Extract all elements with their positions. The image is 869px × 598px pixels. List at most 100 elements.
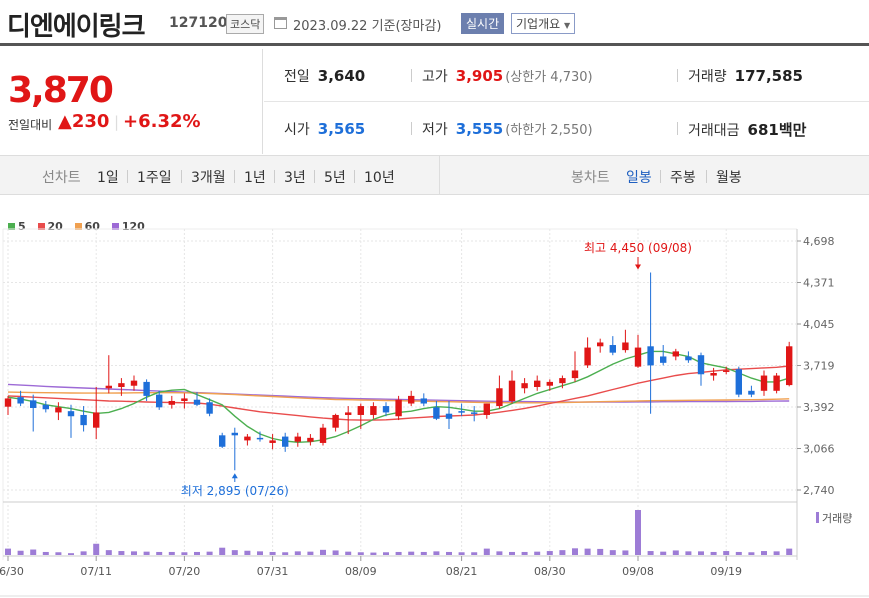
candle-body	[206, 402, 213, 414]
stat-prev-label: 전일	[284, 69, 310, 85]
candle-monthly[interactable]: 월봉	[716, 170, 742, 186]
candle-body	[345, 412, 352, 415]
candle-body	[408, 395, 415, 404]
x-tick-label: 07/20	[169, 565, 201, 578]
legend-swatch	[111, 223, 119, 230]
volume-bar	[546, 551, 553, 555]
volume-bar	[660, 551, 667, 555]
candle-body	[395, 399, 402, 417]
volume-bar	[395, 551, 402, 555]
volume-bar	[156, 551, 163, 555]
volume-bar	[584, 548, 591, 555]
volume-bar	[509, 551, 515, 555]
candle-body	[483, 403, 490, 415]
volume-bar	[723, 551, 730, 555]
candle-body	[634, 347, 642, 367]
candle-body	[471, 412, 478, 414]
period-1w[interactable]: 1주일	[137, 170, 172, 186]
volume-bar	[244, 550, 251, 555]
volume-bar	[496, 551, 503, 555]
volume-bar	[761, 551, 767, 555]
legend-swatch	[37, 223, 45, 230]
volume-bar	[471, 552, 478, 555]
candle-body	[647, 346, 654, 366]
stat-volume: 거래량 177,585	[688, 66, 803, 86]
stat-open-value: 3,565	[317, 120, 366, 138]
legend-ma5-label: 5	[18, 220, 26, 233]
period-bar-separator	[439, 156, 440, 194]
stat-amount-value: 681백만	[747, 121, 807, 139]
high-arrow-icon	[635, 264, 641, 270]
stat-volume-value: 177,585	[734, 67, 803, 85]
volume-bar	[55, 552, 62, 555]
candle-body	[571, 370, 579, 379]
calendar-icon	[274, 17, 287, 29]
y-tick-label: 4,371	[803, 277, 835, 290]
change-percent: +6.32%	[123, 111, 201, 132]
volume-bar	[786, 548, 793, 555]
stock-code: 127120	[169, 15, 228, 31]
volume-bar	[357, 552, 364, 555]
candle-daily[interactable]: 일봉	[626, 170, 652, 186]
volume-bar	[521, 551, 528, 555]
volume-bar	[635, 510, 641, 555]
stat-open: 시가 3,565	[284, 119, 365, 139]
period-1d[interactable]: 1일	[97, 170, 119, 186]
candle-body	[67, 411, 75, 417]
company-info-button[interactable]: 기업개요 ▼	[511, 13, 576, 34]
candle-body	[735, 369, 742, 395]
market-badge: 코스닥	[226, 14, 265, 34]
change-value: ▲230	[58, 111, 110, 132]
stat-prev-value: 3,640	[317, 67, 366, 85]
volume-bar	[320, 549, 326, 555]
period-divider	[127, 170, 128, 183]
stat-volume-label: 거래량	[688, 69, 727, 85]
high-annotation: 최고 4,450 (09/08)	[584, 241, 692, 255]
candle-body	[118, 383, 125, 387]
volume-bar	[748, 552, 755, 555]
volume-bar	[68, 553, 74, 555]
stock-header: 디엔에이링크 127120 코스닥 2023.09.22 기준(장마감) 실시간…	[0, 0, 869, 46]
volume-bar	[483, 548, 490, 555]
stat-separator	[411, 122, 412, 135]
stat-low-value: 3,555	[455, 120, 504, 138]
volume-bar	[773, 551, 780, 555]
candle-body	[597, 342, 604, 347]
volume-bar	[420, 551, 427, 555]
volume-bar	[118, 551, 125, 555]
candle-body	[156, 394, 163, 408]
stat-low: 저가 3,555 (하한가 2,550)	[422, 119, 593, 139]
candle-body	[30, 400, 37, 408]
legend-ma20: 20	[37, 220, 63, 233]
y-tick-label: 2,740	[803, 484, 835, 497]
candle-body	[508, 380, 516, 401]
period-10y[interactable]: 10년	[364, 170, 395, 186]
volume-bar	[219, 547, 226, 555]
candle-body	[42, 404, 49, 410]
candle-body	[760, 375, 768, 391]
period-1y[interactable]: 1년	[244, 170, 266, 186]
candle-body	[294, 436, 301, 442]
period-3m[interactable]: 3개월	[191, 170, 226, 186]
candle-body	[55, 407, 62, 413]
volume-bar	[622, 550, 629, 555]
candle-weekly[interactable]: 주봉	[670, 170, 696, 186]
volume-bar	[609, 550, 616, 555]
volume-bar	[131, 551, 137, 555]
volume-bar	[446, 551, 452, 555]
y-tick-label: 3,066	[803, 443, 835, 456]
realtime-button[interactable]: 실시간	[461, 13, 505, 34]
volume-bar	[458, 552, 465, 555]
line-chart-label: 선차트	[42, 170, 81, 186]
candle-body	[4, 398, 12, 407]
period-5y[interactable]: 5년	[324, 170, 346, 186]
volume-bar	[534, 551, 541, 555]
period-3y[interactable]: 3년	[284, 170, 306, 186]
change-separator: |	[114, 113, 120, 131]
candle-body	[193, 399, 201, 405]
stat-open-label: 시가	[284, 122, 310, 138]
x-tick-label: 09/19	[710, 565, 742, 578]
stat-amount-label: 거래대금	[688, 123, 740, 139]
stat-separator	[677, 69, 678, 82]
